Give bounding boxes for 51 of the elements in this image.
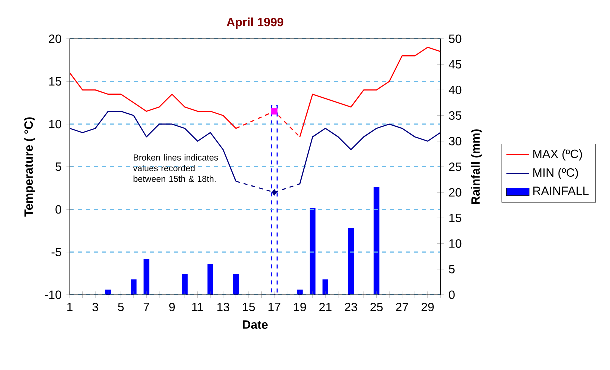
y2-tick-label: 40 <box>448 86 462 94</box>
x-tick-label: 1 <box>68 303 73 312</box>
bar <box>182 274 188 295</box>
bar <box>208 264 214 295</box>
x-tick-label: 9 <box>169 303 176 312</box>
y2-tick-label: 50 <box>449 34 462 44</box>
bar <box>144 259 150 295</box>
chart-title: April 1999 <box>226 18 284 29</box>
legend-label: RAINFALL <box>534 186 589 196</box>
x-tick-label: 13 <box>218 303 230 312</box>
x-tick-label: 3 <box>92 303 98 312</box>
legend-label: MIN (ºC) <box>534 168 578 180</box>
x-tick-label: 17 <box>268 303 281 312</box>
x-axis-title: Date <box>243 320 268 330</box>
y2-axis-title: Rainfall (mm) <box>471 130 482 204</box>
y-tick-label: 15 <box>50 77 62 86</box>
x-tick-label: 25 <box>370 303 383 312</box>
y-axis-title: Temperature ( °C) <box>24 118 36 217</box>
x-tick-label: 29 <box>422 303 434 312</box>
y-tick-label: -5 <box>52 248 62 257</box>
bar <box>322 280 329 295</box>
bar <box>131 280 137 295</box>
bar <box>271 105 278 295</box>
y2-tick-label: 25 <box>449 162 462 172</box>
y-tick-label: 10 <box>50 120 62 129</box>
y2-tick-label: 20 <box>449 188 462 197</box>
x-tick-label: 23 <box>345 303 358 312</box>
y2-tick-label: 0 <box>449 290 455 300</box>
bar <box>233 274 240 295</box>
legend-label: MAX (ºC) <box>534 150 582 161</box>
y2-tick-label: 35 <box>449 112 462 120</box>
y2-tick-label: 10 <box>450 240 462 248</box>
y2-tick-label: 15 <box>450 214 462 222</box>
x-tick-label: 7 <box>144 303 150 312</box>
x-tick-label: 21 <box>320 303 332 312</box>
y-tick-label: 5 <box>56 162 62 172</box>
x-tick-label: 5 <box>118 303 124 312</box>
y-tick-label: 20 <box>49 34 62 44</box>
y-tick-label: -10 <box>45 290 62 300</box>
x-tick-label: 27 <box>396 303 408 312</box>
y2-tick-label: 30 <box>449 137 462 146</box>
bar <box>374 187 380 295</box>
x-tick-label: 19 <box>294 303 306 312</box>
annotation: Broken lines indicates values recorded between 15th & 18th. <box>133 154 218 182</box>
x-tick-label: 11 <box>192 303 204 312</box>
y-tick-label: 0 <box>56 205 62 214</box>
y2-tick-label: 45 <box>448 60 462 69</box>
y2-tick-label: 5 <box>449 265 455 274</box>
bar <box>310 208 316 295</box>
x-tick-label: 15 <box>243 303 256 312</box>
bar <box>348 228 354 295</box>
